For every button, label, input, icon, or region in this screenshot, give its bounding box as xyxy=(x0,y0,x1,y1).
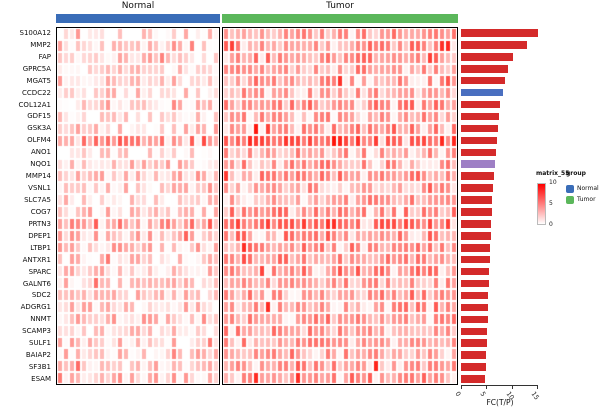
gene-label-ltbp1: LTBP1 xyxy=(30,243,51,252)
fc-bar-slc7a5 xyxy=(461,196,493,204)
fc-bar-s100a12 xyxy=(461,29,538,37)
tumor-swatch xyxy=(566,195,574,204)
matrix-legend-title: matrix_55 xyxy=(536,170,570,177)
fc-bar-sf3b1 xyxy=(461,363,487,371)
gene-label-olfm4: OLFM4 xyxy=(27,136,51,145)
matrix-tick-label: 5 xyxy=(549,200,553,207)
gene-label-gdf15: GDF15 xyxy=(27,112,51,121)
fc-bar-mgat5 xyxy=(461,76,506,85)
tumor-group-bar xyxy=(222,14,458,23)
fc-bar-baiap2 xyxy=(461,351,487,359)
gene-label-baiap2: BAIAP2 xyxy=(25,351,51,360)
fc-bar-sulf1 xyxy=(461,339,487,347)
gene-label-cog7: COG7 xyxy=(30,207,51,216)
gene-label-scamp3: SCAMP3 xyxy=(22,327,51,336)
fc-bar-dpep1 xyxy=(461,232,491,240)
fc-bar-col12a1 xyxy=(461,100,501,109)
group-legend-title: group xyxy=(566,170,586,177)
group-items: Normal Tumor xyxy=(566,183,599,205)
gene-label-sf3b1: SF3B1 xyxy=(28,363,51,372)
axis-tick-label: 0 xyxy=(453,390,463,398)
gene-label-ano1: ANO1 xyxy=(31,148,51,157)
normal-group-bar xyxy=(56,14,220,23)
gene-label-fap: FAP xyxy=(38,52,51,61)
gene-label-dpep1: DPEP1 xyxy=(28,231,51,240)
matrix-gradient xyxy=(537,183,546,225)
fc-bar-cog7 xyxy=(461,208,492,216)
gene-label-sulf1: SULF1 xyxy=(29,339,51,348)
fc-bar-sparc xyxy=(461,267,490,276)
normal-swatch xyxy=(566,184,574,193)
normal-group-label: Normal xyxy=(121,1,155,11)
legend-item-label: Normal xyxy=(577,185,599,192)
normal-heatmap xyxy=(57,28,219,384)
axis-tick-mark xyxy=(486,386,488,389)
bar-chart xyxy=(461,27,541,385)
fc-bar-vsnl1 xyxy=(461,184,493,192)
gene-label-mmp14: MMP14 xyxy=(25,172,51,181)
fc-bar-antxr1 xyxy=(461,255,490,264)
gene-label-vsnl1: VSNL1 xyxy=(28,184,51,193)
gene-label-mmp2: MMP2 xyxy=(30,40,51,49)
axis-tick-label: 5 xyxy=(478,390,488,398)
gene-label-sparc: SPARC xyxy=(28,267,51,276)
axis-tick-mark xyxy=(461,386,462,389)
matrix-tick-label: 10 xyxy=(549,179,557,186)
matrix-tick-label: 0 xyxy=(549,221,553,228)
fc-bar-ccdc22 xyxy=(461,88,503,97)
gene-label-adgrg1: ADGRG1 xyxy=(20,303,51,312)
fc-bar-gdf15 xyxy=(461,112,499,121)
bar-axis: 0 5 10 15 xyxy=(453,386,546,408)
axis-tick-mark xyxy=(511,386,513,389)
gene-label-esam: ESAM xyxy=(31,375,51,384)
fc-bar-nnmt xyxy=(461,315,488,324)
fc-bar-esam xyxy=(461,375,486,383)
gene-label-nnmt: NNMT xyxy=(30,315,51,324)
axis-tick-mark xyxy=(536,386,538,389)
legend-item-normal: Normal xyxy=(566,183,599,194)
fc-bar-adgrg1 xyxy=(461,303,489,312)
fc-bar-mmp2 xyxy=(461,41,527,49)
tumor-heatmap xyxy=(223,28,457,384)
fc-bar-olfm4 xyxy=(461,136,497,145)
fc-bar-mmp14 xyxy=(461,172,494,180)
gene-label-galnt6: GALNT6 xyxy=(22,279,51,288)
gene-label-antxr1: ANTXR1 xyxy=(22,255,51,264)
legend: matrix_55 10 5 0 group Normal Tumor xyxy=(536,170,600,240)
fc-bar-gsk3a xyxy=(461,124,498,133)
fc-bar-scamp3 xyxy=(461,327,488,336)
fc-bar-galnt6 xyxy=(461,279,489,288)
gene-label-prtn3: PRTN3 xyxy=(28,219,51,228)
fc-bar-gprc5a xyxy=(461,65,508,73)
gene-label-gsk3a: GSK3A xyxy=(27,124,51,133)
legend-item-tumor: Tumor xyxy=(566,194,599,205)
gene-label-gprc5a: GPRC5A xyxy=(22,64,51,73)
fc-bar-ano1 xyxy=(461,148,496,157)
fc-axis-label: FC(T/P) xyxy=(486,398,514,407)
gene-label-ccdc22: CCDC22 xyxy=(22,88,51,97)
gene-label-mgat5: MGAT5 xyxy=(26,76,51,85)
gene-label-nqo1: NQO1 xyxy=(30,160,51,169)
gene-label-slc7a5: SLC7A5 xyxy=(24,196,51,205)
fc-bar-nqo1 xyxy=(461,160,495,168)
tumor-group-label: Tumor xyxy=(326,1,354,11)
fc-bar-sdc2 xyxy=(461,291,489,300)
gene-label-col12a1: COL12A1 xyxy=(18,100,51,109)
fc-bar-ltbp1 xyxy=(461,244,491,252)
fc-bar-fap xyxy=(461,53,513,61)
gene-label-sdc2: SDC2 xyxy=(31,291,51,300)
gene-labels: S100A12 MMP2 FAP GPRC5A MGAT5 CCDC22 COL12A1 GD… xyxy=(0,27,53,385)
normal-heatmap-panel xyxy=(56,27,220,385)
gene-label-s100a12: S100A12 xyxy=(19,28,52,37)
legend-item-label: Tumor xyxy=(577,196,596,203)
fc-bar-prtn3 xyxy=(461,220,492,228)
tumor-heatmap-panel xyxy=(222,27,458,385)
fc-axis-line xyxy=(461,385,538,386)
